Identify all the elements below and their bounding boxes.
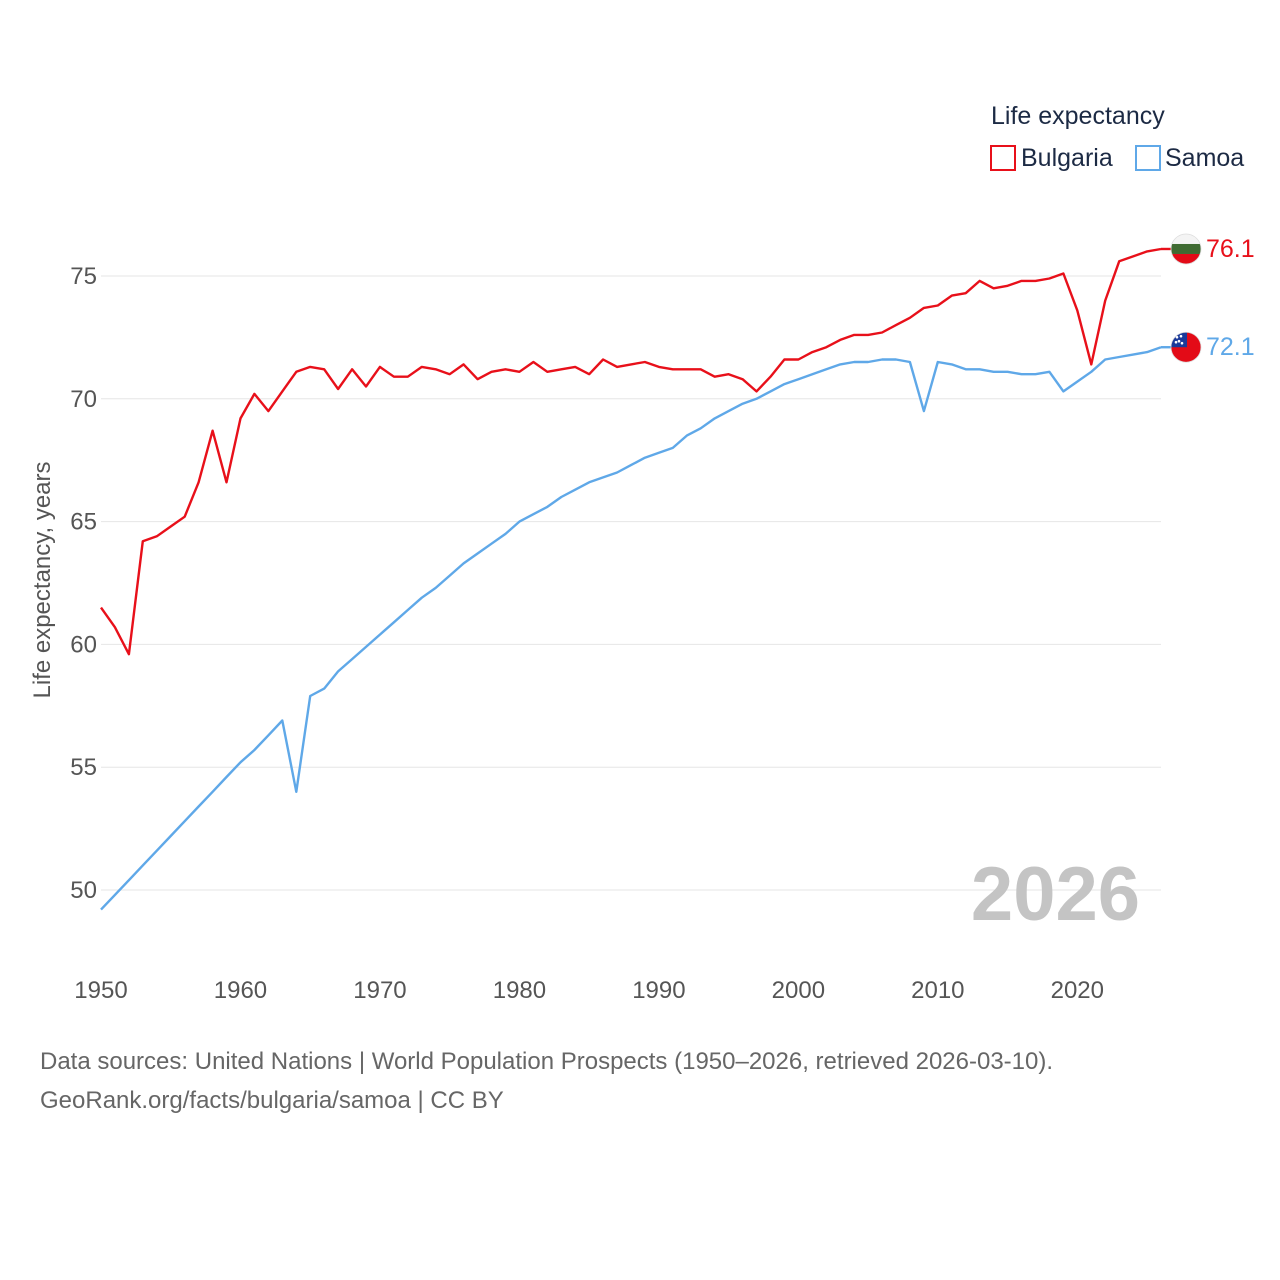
x-tick-label-1950: 1950: [74, 977, 127, 1004]
x-tick-label-2000: 2000: [772, 977, 825, 1004]
current-year-label: 2026: [971, 852, 1140, 937]
y-tick-label-75: 75: [70, 263, 97, 290]
y-tick-label-65: 65: [70, 509, 97, 536]
bulgaria-flag-icon: [1170, 233, 1202, 265]
series-end-markers: 76.1 72.1: [1161, 233, 1255, 363]
end-value-label-samoa: 72.1: [1206, 333, 1255, 361]
y-axis-title: Life expectancy, years: [29, 461, 56, 698]
y-tick-label-55: 55: [70, 754, 97, 781]
x-tick-label-2020: 2020: [1051, 977, 1104, 1004]
legend-title: Life expectancy: [991, 102, 1165, 130]
x-tick-label-1970: 1970: [353, 977, 406, 1004]
gridlines: [101, 275, 1161, 891]
x-axis-ticks: 1950 1960 1970 1980 1990 2000 2010 2020: [74, 977, 1104, 1004]
legend-swatch-samoa: [1135, 145, 1161, 171]
end-value-label-bulgaria: 76.1: [1206, 235, 1255, 263]
y-tick-label-50: 50: [70, 877, 97, 904]
x-tick-label-1990: 1990: [632, 977, 685, 1004]
credit-line: GeoRank.org/facts/bulgaria/samoa | CC BY: [40, 1087, 504, 1114]
series-lines: [100, 247, 1162, 911]
legend-label-bulgaria: Bulgaria: [1021, 144, 1113, 172]
legend-swatch-bulgaria: [990, 145, 1016, 171]
y-tick-label-70: 70: [70, 386, 97, 413]
legend-label-samoa: Samoa: [1165, 144, 1244, 172]
series-line-bulgaria: [100, 247, 1162, 656]
x-tick-label-1960: 1960: [214, 977, 267, 1004]
legend: Life expectancy Bulgaria Samoa: [990, 102, 1244, 172]
y-tick-label-60: 60: [70, 631, 97, 658]
source-line: Data sources: United Nations | World Pop…: [40, 1048, 1054, 1075]
y-axis-ticks: 50 55 60 65 70 75: [70, 263, 97, 904]
source-note: Data sources: United Nations | World Pop…: [40, 1042, 1053, 1120]
samoa-flag-icon: [1170, 331, 1202, 363]
x-tick-label-1980: 1980: [493, 977, 546, 1004]
x-tick-label-2010: 2010: [911, 977, 964, 1004]
series-line-samoa: [100, 346, 1162, 911]
